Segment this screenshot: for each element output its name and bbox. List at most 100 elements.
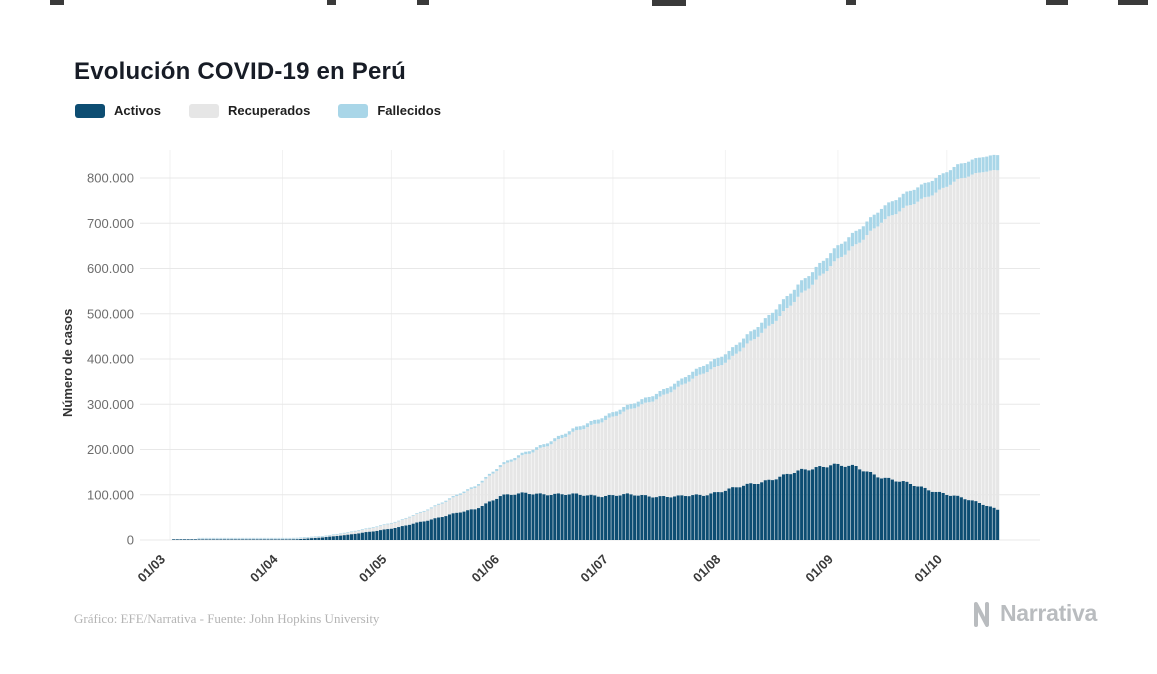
bar-fallecidos: [731, 347, 735, 356]
bar-activos: [182, 539, 187, 540]
bar-recuperados: [683, 383, 688, 497]
bar-recuperados: [611, 416, 615, 496]
bar-activos: [389, 528, 393, 540]
legend-swatch-fallecidos: [338, 103, 369, 118]
bar-recuperados: [636, 406, 640, 496]
bar-fallecidos: [212, 537, 216, 539]
bar-recuperados: [720, 365, 724, 493]
bar-fallecidos: [371, 527, 375, 528]
bar-fallecidos: [967, 161, 971, 177]
bar-activos: [796, 470, 800, 540]
bar-activos: [244, 539, 248, 540]
bar-recuperados: [542, 446, 546, 495]
bar-activos: [673, 496, 677, 540]
bar-fallecidos: [342, 532, 346, 534]
bar-activos: [596, 496, 600, 540]
bar-fallecidos: [607, 413, 611, 418]
bar-recuperados: [691, 378, 695, 496]
bar-activos: [789, 474, 793, 540]
bar-fallecidos: [280, 537, 285, 539]
bar-fallecidos: [259, 537, 263, 539]
bar-activos: [513, 494, 517, 540]
bar-fallecidos: [625, 404, 629, 410]
bar-fallecidos: [716, 357, 720, 366]
bar-activos: [908, 483, 913, 540]
bar-fallecidos: [622, 406, 626, 412]
bar-fallecidos: [480, 480, 484, 483]
bar-activos: [193, 539, 197, 540]
bar-recuperados: [270, 538, 274, 540]
bar-fallecidos: [905, 191, 909, 206]
bar-activos: [233, 539, 237, 540]
bar-activos: [912, 485, 916, 540]
bar-recuperados: [836, 258, 840, 464]
bar-activos: [212, 539, 216, 540]
bar-recuperados: [197, 538, 201, 540]
bar-activos: [763, 480, 767, 540]
bar-fallecidos: [277, 537, 281, 539]
bar-recuperados: [545, 446, 550, 496]
bar-recuperados: [339, 534, 343, 536]
window-edge-artifact: [327, 0, 336, 5]
bar-activos: [357, 533, 361, 540]
bar-recuperados: [233, 538, 237, 540]
bar-activos: [879, 478, 884, 540]
bar-recuperados: [418, 512, 423, 522]
bar-fallecidos: [520, 452, 524, 456]
narrativa-n-icon: [973, 601, 989, 627]
bar-recuperados: [353, 531, 357, 534]
bar-activos: [687, 496, 691, 540]
bar-recuperados: [934, 192, 938, 492]
bar-fallecidos: [941, 173, 945, 188]
bar-activos: [981, 504, 985, 540]
bar-fallecidos: [938, 175, 942, 190]
bar-activos: [887, 477, 891, 540]
bar-fallecidos: [491, 471, 495, 474]
bar-activos: [829, 465, 833, 540]
bar-activos: [625, 493, 629, 540]
bar-activos: [745, 483, 749, 540]
bar-recuperados: [491, 473, 495, 501]
bar-fallecidos: [502, 462, 506, 465]
bar-recuperados: [908, 205, 913, 484]
bar-recuperados: [324, 536, 328, 538]
bar-recuperados: [807, 288, 811, 471]
bar-fallecidos: [970, 159, 974, 175]
bar-fallecidos: [368, 527, 372, 529]
bar-activos: [477, 508, 481, 540]
bar-fallecidos: [397, 520, 401, 522]
bar-activos: [778, 476, 782, 540]
bar-activos: [462, 511, 466, 540]
bar-activos: [600, 497, 604, 540]
bar-fallecidos: [360, 529, 364, 530]
bar-recuperados: [832, 261, 836, 464]
bar-recuperados: [469, 488, 473, 510]
bar-activos: [375, 530, 379, 540]
bar-recuperados: [378, 526, 383, 531]
bar-activos: [785, 473, 789, 540]
bar-activos: [324, 537, 328, 540]
bar-recuperados: [749, 340, 753, 484]
bar-activos: [411, 523, 415, 540]
bar-fallecidos: [763, 318, 767, 329]
bar-activos: [491, 500, 495, 540]
bar-activos: [589, 494, 593, 540]
bar-recuperados: [821, 273, 825, 467]
bar-activos: [992, 507, 996, 540]
bar-recuperados: [967, 176, 971, 501]
bar-recuperados: [600, 422, 604, 498]
bar-recuperados: [473, 487, 477, 510]
bar-activos: [861, 471, 865, 540]
bar-fallecidos: [647, 396, 651, 403]
bar-fallecidos: [335, 533, 339, 535]
bar-recuperados: [800, 292, 804, 469]
bar-fallecidos: [582, 425, 586, 430]
bar-recuperados: [785, 307, 789, 474]
x-tick-label: 01/04: [247, 551, 281, 585]
bar-fallecidos: [560, 434, 564, 439]
bar-activos: [738, 487, 742, 540]
bar-activos: [578, 494, 582, 540]
bar-recuperados: [854, 244, 858, 466]
bar-activos: [545, 495, 550, 540]
bar-fallecidos: [814, 266, 818, 280]
